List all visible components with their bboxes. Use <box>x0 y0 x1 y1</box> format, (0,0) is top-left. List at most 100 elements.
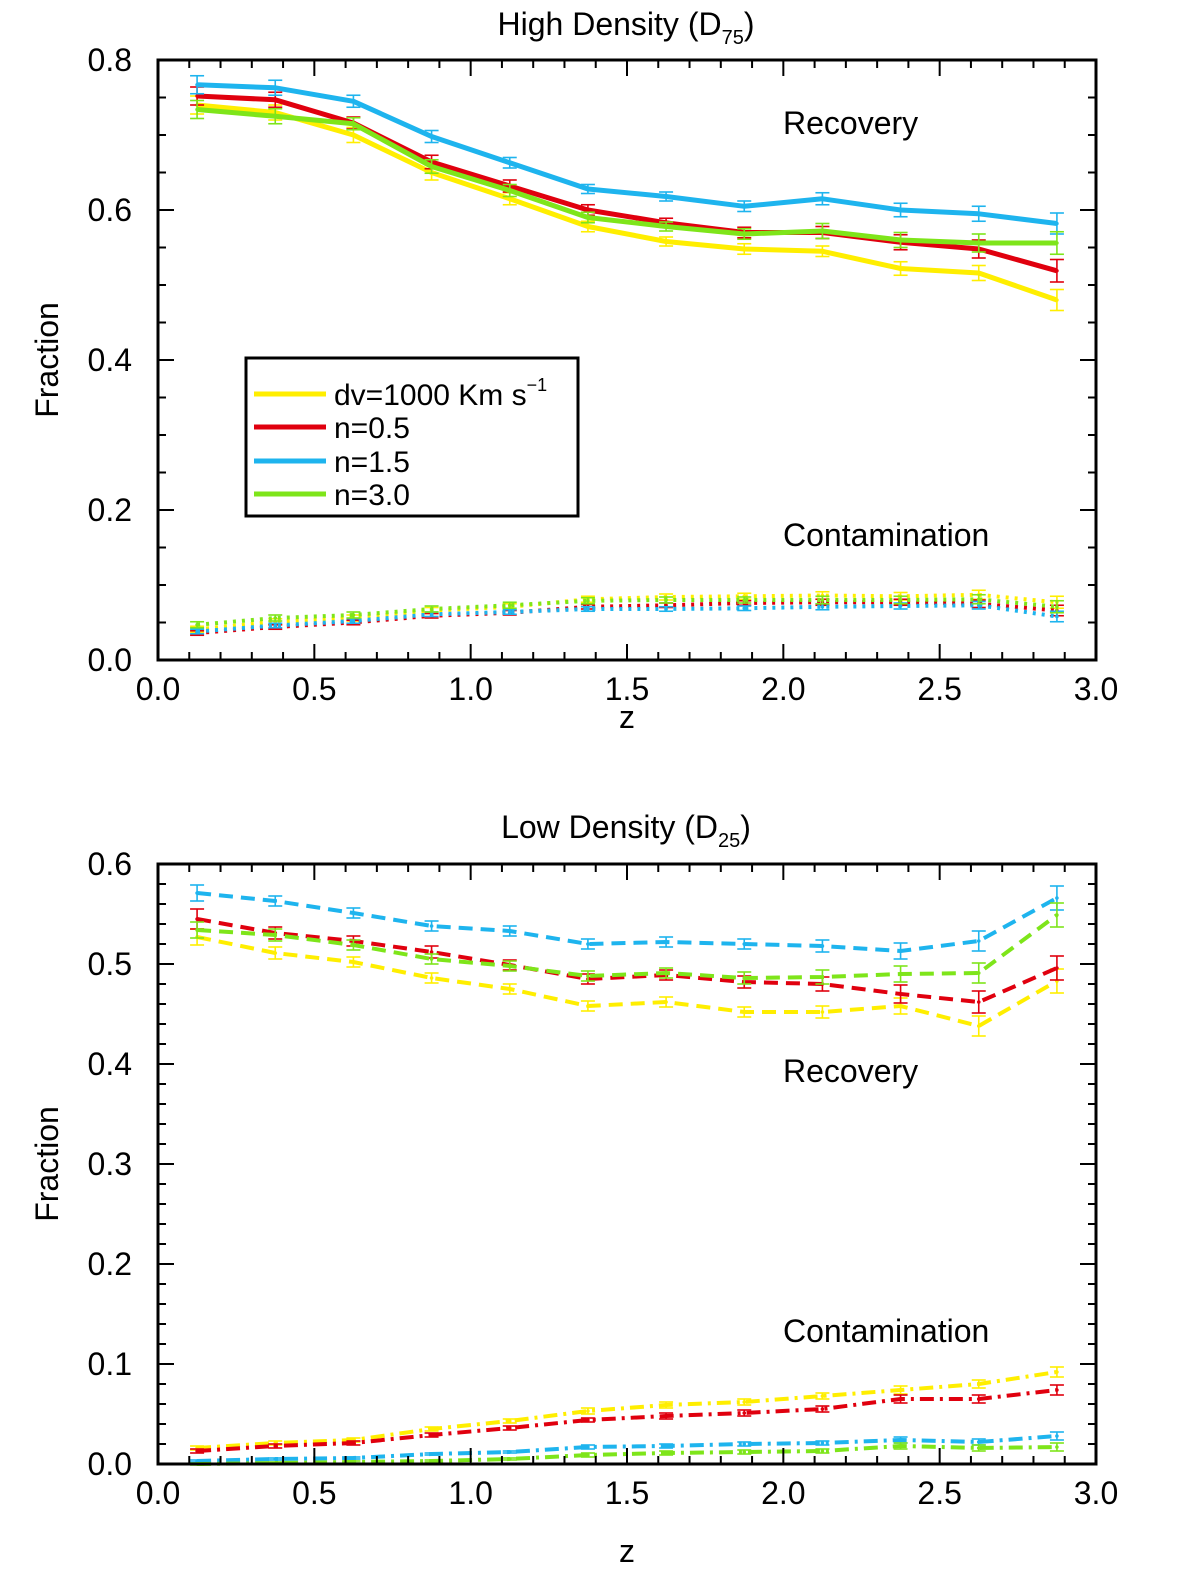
data-point <box>429 957 434 961</box>
x-tick-label: 2.5 <box>917 1475 961 1511</box>
data-point <box>976 939 981 943</box>
data-point <box>820 1394 825 1398</box>
y-tick-label: 0.5 <box>88 946 132 982</box>
series-dv-1000-km-s-1-recovery <box>190 928 1064 1037</box>
data-point <box>664 1403 668 1407</box>
series-line <box>196 107 1057 246</box>
data-point <box>273 85 278 90</box>
data-point <box>195 94 199 98</box>
data-point <box>976 1446 981 1450</box>
data-point <box>586 598 590 603</box>
data-point <box>976 211 981 216</box>
series-n-3-0-recovery <box>190 99 1064 256</box>
data-point <box>429 1427 434 1431</box>
plot-frame <box>156 58 1098 662</box>
data-point <box>586 224 590 229</box>
x-tick-label: 3.0 <box>1074 671 1118 707</box>
y-tick-label: 0.0 <box>88 642 132 678</box>
data-point <box>820 1010 825 1014</box>
data-point <box>351 960 356 964</box>
data-point <box>586 1409 590 1413</box>
data-point <box>273 1444 278 1448</box>
data-point <box>820 975 825 979</box>
data-point <box>1055 896 1059 900</box>
series-n-3-0-recovery <box>190 902 1064 985</box>
y-tick-label: 0.1 <box>88 1346 132 1382</box>
data-point <box>195 629 199 634</box>
data-point <box>820 1441 825 1445</box>
data-point <box>586 1004 590 1008</box>
data-point <box>351 613 356 617</box>
data-point <box>664 940 668 944</box>
data-point <box>507 196 512 201</box>
series-line <box>196 1388 1058 1453</box>
data-point <box>1055 614 1059 619</box>
data-point <box>429 924 434 928</box>
series-n-0-5-recovery <box>190 908 1064 1014</box>
data-point <box>820 1407 825 1411</box>
data-point <box>273 97 278 102</box>
data-point <box>976 597 981 602</box>
data-point <box>273 899 278 903</box>
data-point <box>351 1456 356 1460</box>
data-point <box>664 1000 668 1004</box>
data-point <box>1055 1388 1059 1392</box>
data-point <box>1055 221 1059 226</box>
data-point <box>429 612 434 617</box>
data-point <box>1055 268 1059 273</box>
y-tick-label: 0.2 <box>88 492 132 528</box>
data-point <box>195 82 199 87</box>
data-point <box>507 1426 512 1430</box>
series-n-0-5-contamination <box>190 598 1064 637</box>
data-point <box>898 598 903 602</box>
data-point <box>507 1419 512 1423</box>
data-point <box>351 943 356 947</box>
data-point <box>351 133 356 137</box>
data-point <box>976 1000 981 1004</box>
y-axis-label: Fraction <box>29 302 65 418</box>
data-point <box>507 1450 512 1454</box>
data-point <box>1055 604 1059 609</box>
x-axis-label: z <box>619 1533 635 1569</box>
data-point <box>195 622 199 627</box>
data-point <box>351 99 356 104</box>
data-point <box>507 160 512 165</box>
annotation-recovery: Recovery <box>783 1053 918 1089</box>
series-dv-1000-km-s-1-contamination <box>190 589 1064 634</box>
data-point <box>742 1450 747 1454</box>
data-point <box>976 1397 981 1401</box>
data-point <box>507 987 512 991</box>
data-point <box>351 1441 356 1445</box>
legend-label-n30: n=3.0 <box>334 479 410 512</box>
x-tick-label: 1.0 <box>448 671 492 707</box>
series-line <box>196 935 1058 1028</box>
data-point <box>429 164 434 169</box>
series-dv-1000-km-s-1-contamination <box>190 1366 1064 1451</box>
plot-frame <box>156 862 1098 1466</box>
y-tick-label: 0.8 <box>88 42 132 78</box>
data-point <box>820 944 825 948</box>
x-tick-label: 2.0 <box>761 1475 805 1511</box>
data-point <box>742 247 747 251</box>
y-axis-label: Fraction <box>29 1106 65 1222</box>
data-point <box>898 1438 903 1442</box>
x-tick-label: 2.0 <box>761 671 805 707</box>
data-point <box>195 891 199 895</box>
x-axis-label: z <box>619 699 635 735</box>
data-point <box>507 188 512 193</box>
series-line <box>196 102 1058 303</box>
panel-title: High Density (D75) <box>498 6 755 49</box>
data-point <box>195 107 199 112</box>
data-point <box>1055 241 1059 245</box>
x-tick-label: 1.0 <box>448 1475 492 1511</box>
data-point <box>898 949 903 953</box>
data-point <box>351 911 356 915</box>
series-dv-1000-km-s-1-recovery <box>190 95 1064 312</box>
data-point <box>351 619 356 623</box>
series-n-1-5-contamination <box>190 1431 1064 1463</box>
annotation-contamination: Contamination <box>783 517 989 553</box>
data-point <box>586 607 590 611</box>
data-point <box>742 1442 747 1446</box>
legend-label-dv1000: dv=1000 Km s−1 <box>334 375 547 412</box>
